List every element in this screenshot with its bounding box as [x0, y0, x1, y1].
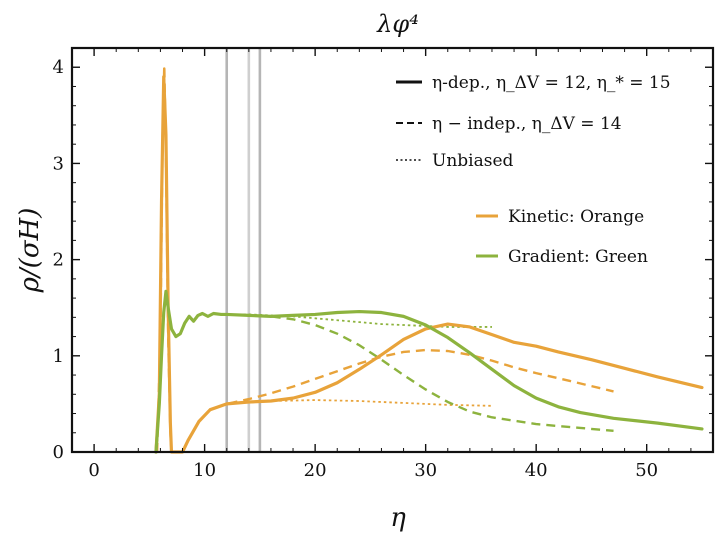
series-line-3 — [154, 289, 704, 454]
data-curves — [154, 64, 704, 454]
legend: η-dep., η_ΔV = 12, η_* = 15 η − indep., η… — [396, 73, 671, 267]
vertical-reference-lines — [225, 48, 262, 452]
legend-color-label-0: Kinetic: Orange — [508, 207, 644, 227]
x-tick-label-5: 50 — [635, 460, 658, 481]
axis-ticks: 0 10 20 30 40 50 0 1 2 3 4 — [53, 47, 713, 481]
x-tick-label-2: 20 — [304, 460, 327, 481]
x-tick-label-4: 40 — [525, 460, 548, 481]
plot-frame — [70, 46, 715, 454]
x-tick-label-0: 0 — [88, 460, 99, 481]
x-axis-label: η — [390, 503, 406, 533]
y-tick-label-4: 4 — [53, 57, 64, 78]
chart-title: λφ⁴ — [376, 10, 419, 38]
y-axis-label: ρ/(σH) — [15, 208, 45, 294]
x-tick-label-3: 30 — [414, 460, 437, 481]
legend-style-label-1: η − indep., η_ΔV = 14 — [432, 114, 622, 134]
y-tick-label-2: 2 — [53, 250, 64, 271]
y-tick-label-0: 0 — [53, 442, 64, 463]
legend-color-label-1: Gradient: Green — [508, 247, 648, 267]
legend-style-label-2: Unbiased — [432, 151, 514, 171]
series-line-0 — [154, 75, 704, 454]
legend-style-label-0: η-dep., η_ΔV = 12, η_* = 15 — [432, 73, 671, 93]
x-tick-label-1: 10 — [193, 460, 216, 481]
y-tick-label-1: 1 — [53, 346, 64, 367]
y-tick-label-3: 3 — [53, 153, 64, 174]
